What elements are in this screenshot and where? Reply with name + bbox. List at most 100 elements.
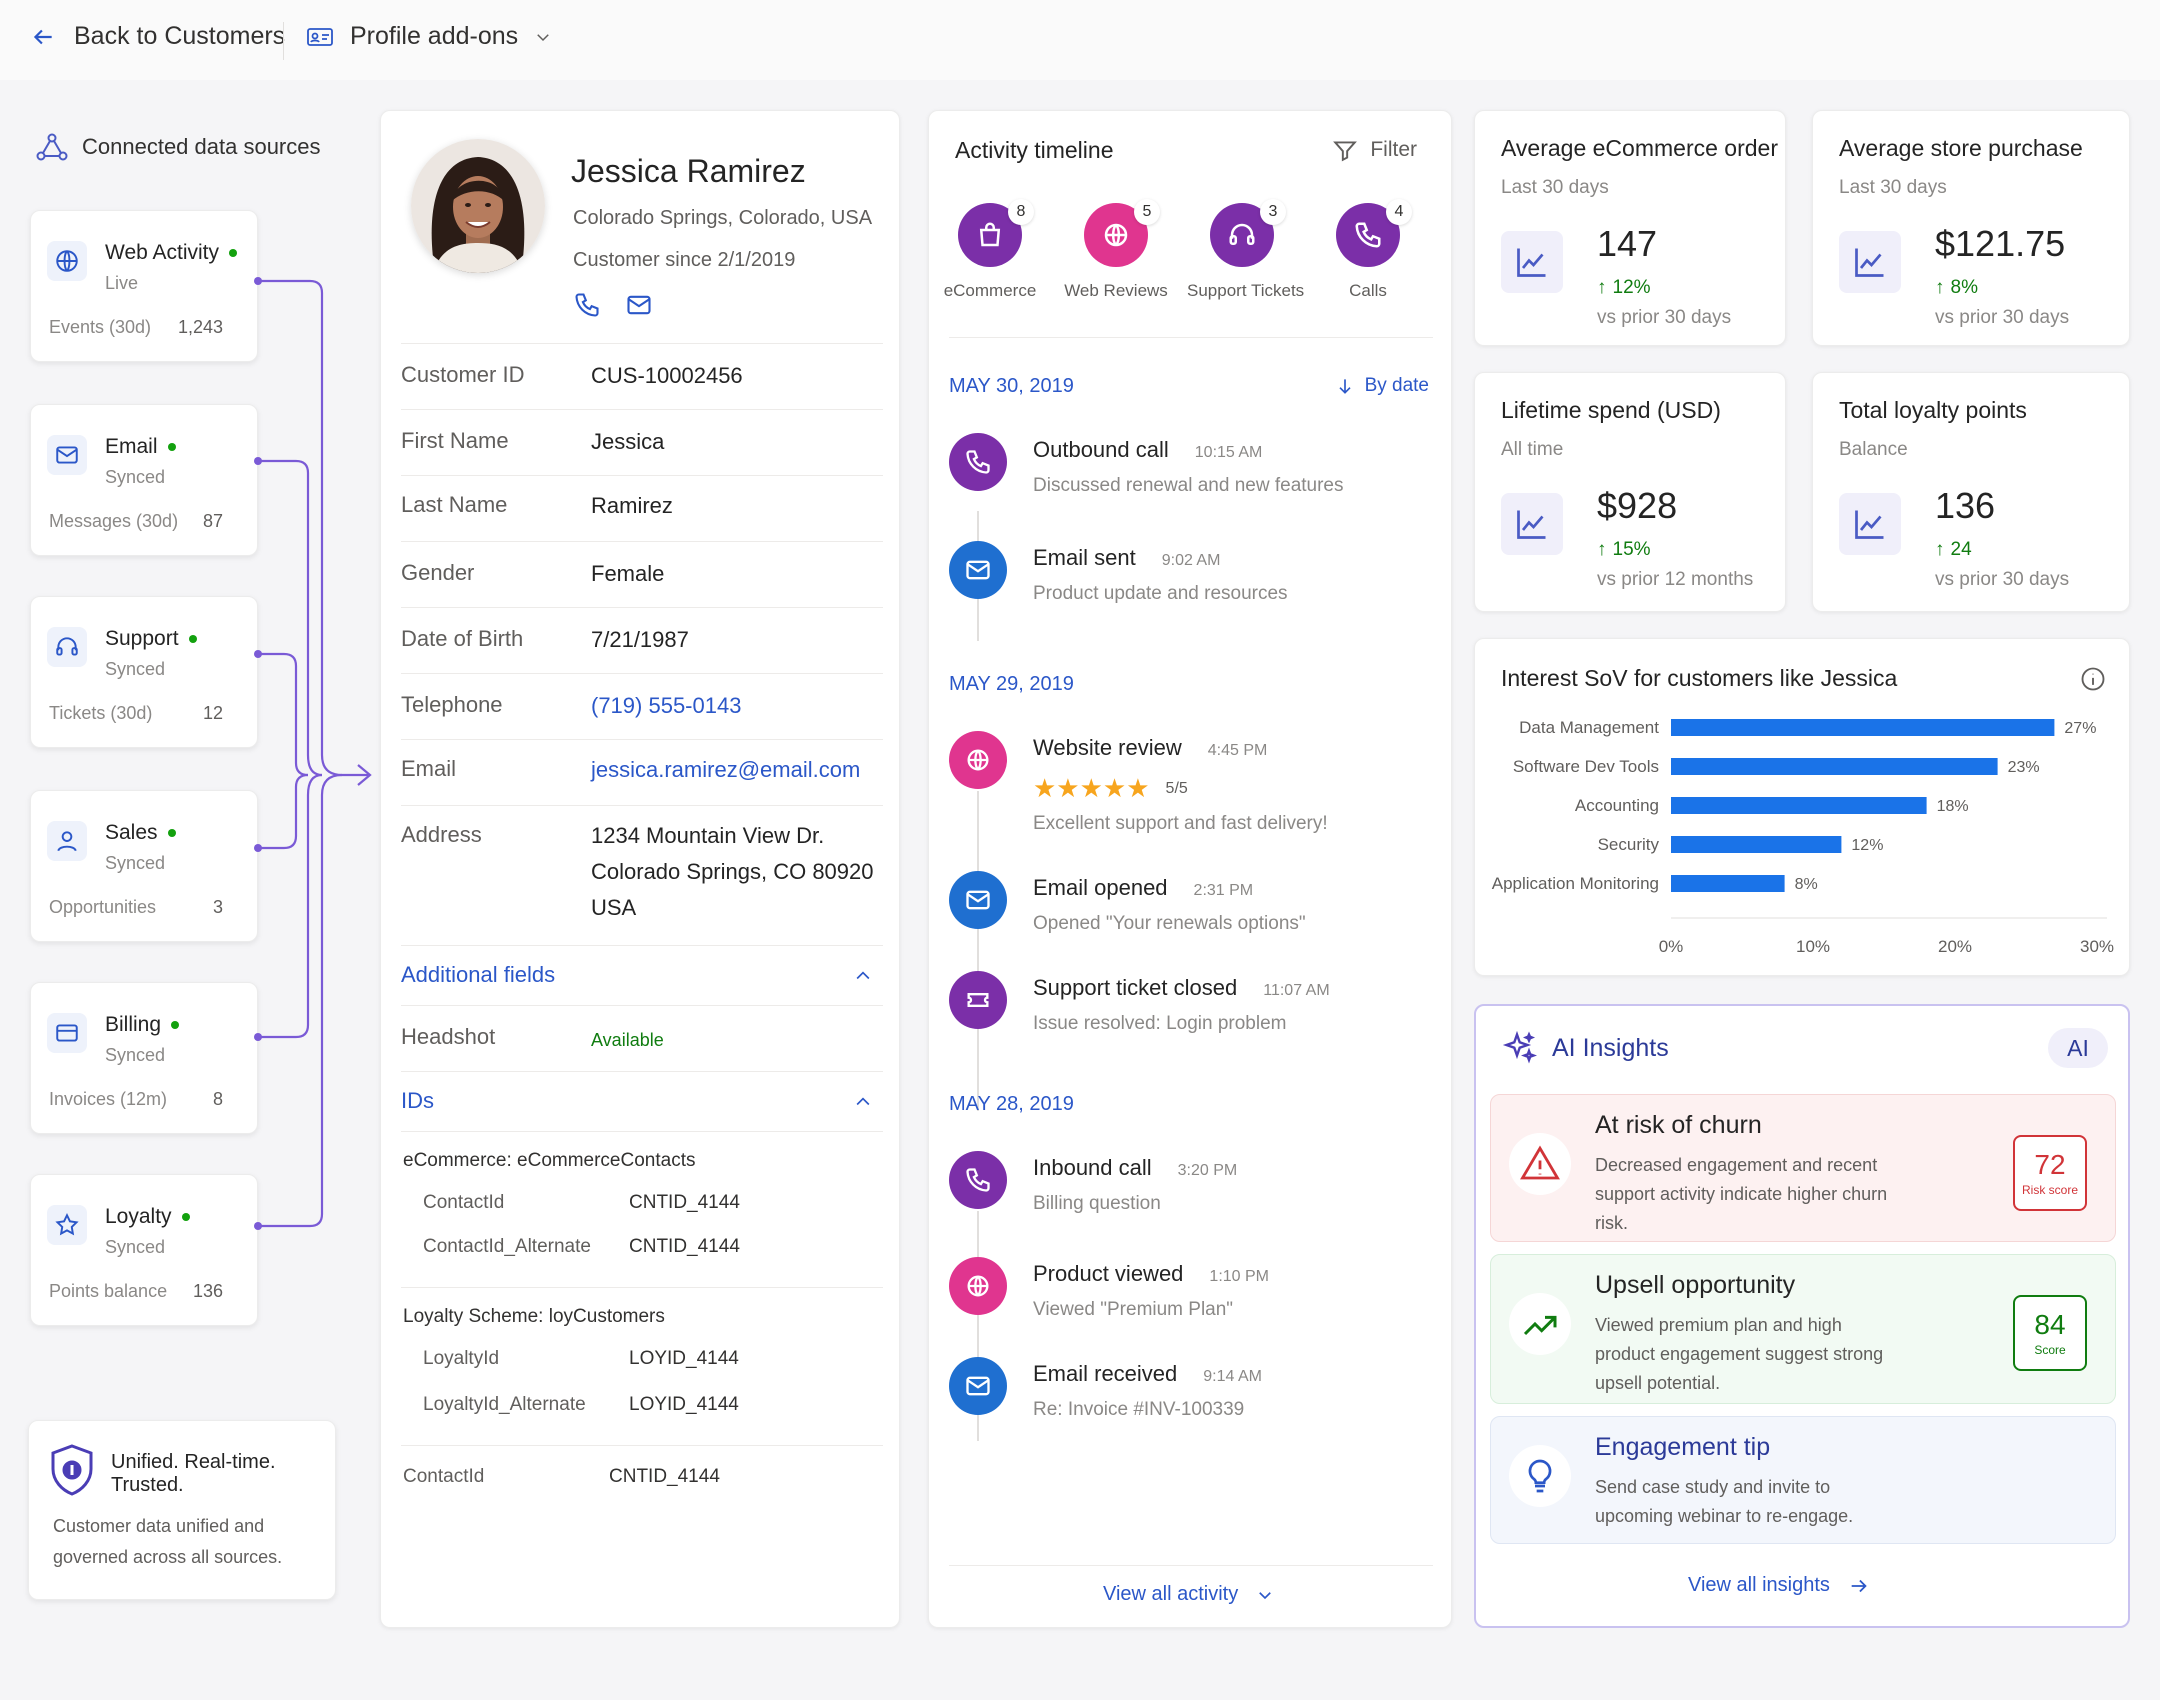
info-icon[interactable] [2079,665,2107,693]
source-metric-value: 1,243 [177,317,223,337]
source-metric-value: 87 [202,511,223,531]
source-card-billing[interactable]: Billing Synced Invoices (12m) 8 [30,982,258,1134]
timeline-item-title: Email received 9:14 AM [1033,1361,1262,1386]
timeline-title: Activity timeline [955,137,1114,163]
category-calls[interactable]: 4 Calls [1313,199,1423,301]
field-customer-id: Customer ID CUS-10002456 [401,343,883,409]
view-all-insights-link[interactable]: View all insights [1688,1574,1870,1597]
source-metric-label: Invoices (12m) [49,1089,168,1109]
additional-fields-section[interactable]: Additional fields [401,945,883,1005]
source-connectors [254,277,372,1230]
field-label: Email [401,756,457,781]
timeline-item-website-review[interactable]: Website review 4:45 PM ★★★★★ 5/5 Excellent… [949,731,1409,861]
timeline-item-outbound-call[interactable]: Outbound call 10:15 AM Discussed renewal … [949,433,1409,533]
customer-since: Customer since 2/1/2019 [573,249,796,271]
field-label: Date of Birth [401,626,524,651]
source-status: Synced [105,659,166,679]
connected-sources-header: Connected data sources [36,132,321,162]
back-to-customers-link[interactable]: Back to Customers [30,22,285,51]
source-name: Sales [105,821,176,845]
timeline-item-inbound-call[interactable]: Inbound call 3:20 PM Billing question [949,1151,1409,1251]
source-card-sales[interactable]: Sales Synced Opportunities 3 [30,790,258,942]
rating-stars: ★★★★★ 5/5 [1033,773,1188,803]
mail-icon [949,541,1007,599]
timeline-item-email-sent[interactable]: Email sent 9:02 AM Product update and res… [949,541,1409,641]
field-first-name: First Name Jessica [401,409,883,475]
card-icon [47,1013,87,1053]
interest-sov-bar-chart: Data Management 27% Software Dev Tools 23% A… [1492,718,2114,956]
phone-icon[interactable] [573,291,601,319]
kpi-value: 136 [1935,485,1996,526]
timeline-item-title: Website review 4:45 PM [1033,735,1268,760]
insight-upsell-opportunity[interactable]: Upsell opportunity Viewed premium plan a… [1490,1254,2116,1404]
status-dot [181,1213,190,1221]
chevron-up-icon[interactable] [853,1092,873,1112]
timeline-item-time: 1:10 PM [1209,1268,1270,1285]
mail-icon[interactable] [625,291,653,319]
source-card-support[interactable]: Support Synced Tickets (30d) 12 [30,596,258,748]
timeline-item-time: 9:02 AM [1161,552,1221,569]
source-card-web-activity[interactable]: Web Activity Live Events (30d) 1,243 [30,210,258,362]
source-card-loyalty[interactable]: Loyalty Synced Points balance 136 [30,1174,258,1326]
source-metric-label: Points balance [49,1281,168,1301]
kpi-comparison: vs prior 30 days [1935,307,2070,328]
category-web-reviews[interactable]: 5 Web Reviews [1061,199,1171,301]
status-dot [167,829,176,837]
arrow-up-icon: ↑ [1597,277,1607,298]
insight-desc: Viewed premium plan and high product eng… [1595,1315,1884,1393]
sort-by-date-button[interactable]: By date [1335,375,1429,397]
sparkle-icon [1502,1030,1538,1064]
field-label: First Name [401,428,509,453]
additional-fields-title: Additional fields [401,962,556,987]
telephone-link[interactable]: (719) 555-0143 [591,693,742,718]
trend-chart-icon [1501,231,1563,293]
ids-section[interactable]: IDs [401,1071,883,1131]
profile-addons-dropdown[interactable]: Profile add-ons [306,22,552,51]
id-card-icon [307,27,333,46]
view-all-activity-link[interactable]: View all activity [1103,1583,1274,1606]
insight-engagement-tip[interactable]: Engagement tip Send case study and invit… [1490,1416,2116,1544]
status-dot [228,249,237,257]
filter-icon [1333,141,1358,162]
field-label: Headshot [401,1024,496,1049]
divider [283,22,284,60]
category-support-tickets[interactable]: 3 Support Tickets [1187,199,1304,301]
arrow-left-icon [33,29,52,44]
timeline-item-desc: Issue resolved: Login problem [1033,1013,1287,1034]
shield-icon [51,1444,93,1496]
timeline-item-email-received[interactable]: Email received 9:14 AM Re: Invoice #INV-1… [949,1357,1409,1457]
timeline-item-desc: Billing question [1033,1193,1161,1214]
insight-churn-risk[interactable]: At risk of churn Decreased engagement an… [1490,1094,2116,1242]
timeline-item-title: Support ticket closed 11:07 AM [1033,975,1330,1000]
trend-chart-icon [1839,231,1901,293]
rating-value: 5/5 [1165,779,1188,797]
timeline-item-email-opened[interactable]: Email opened 2:31 PM Opened "Your renewal… [949,871,1409,971]
category-ecommerce[interactable]: 8 eCommerce [935,199,1045,301]
source-metric-label: Opportunities [49,897,157,917]
insight-title: At risk of churn [1595,1111,1762,1139]
category-count: 5 [1134,199,1160,225]
divider [949,337,1433,338]
email-link[interactable]: jessica.ramirez@email.com [591,757,861,782]
globe-icon: 5 [1084,199,1160,267]
headset-icon [47,627,87,667]
source-card-email[interactable]: Email Synced Messages (30d) 87 [30,404,258,556]
timeline-item-product-viewed[interactable]: Product viewed 1:10 PM Viewed "Premium Pl… [949,1257,1409,1357]
timeline-item-time: 3:20 PM [1177,1162,1238,1179]
filter-button[interactable]: Filter [1332,137,1417,163]
chart-data-label: 27% [2064,720,2096,737]
timeline-item-support-ticket-closed[interactable]: Support ticket closed 11:07 AM Issue reso… [949,971,1409,1071]
chevron-up-icon[interactable] [853,966,873,986]
kpi-card-lifetime-spend: Lifetime spend (USD) All time $928 ↑ 15% … [1474,372,1786,612]
warning-icon [1509,1133,1571,1195]
timeline-item-title: Outbound call 10:15 AM [1033,437,1263,462]
source-status: Synced [105,1045,166,1065]
lightbulb-icon [1509,1445,1571,1507]
timeline-item-desc: Viewed "Premium Plan" [1033,1299,1234,1320]
category-label: Calls [1349,281,1387,300]
field-value: Ramirez [591,493,673,518]
risk-score-value: 72 [2034,1149,2066,1180]
status-dot [167,443,176,451]
field-label: Last Name [401,492,508,517]
timeline-item-title: Product viewed 1:10 PM [1033,1261,1270,1286]
